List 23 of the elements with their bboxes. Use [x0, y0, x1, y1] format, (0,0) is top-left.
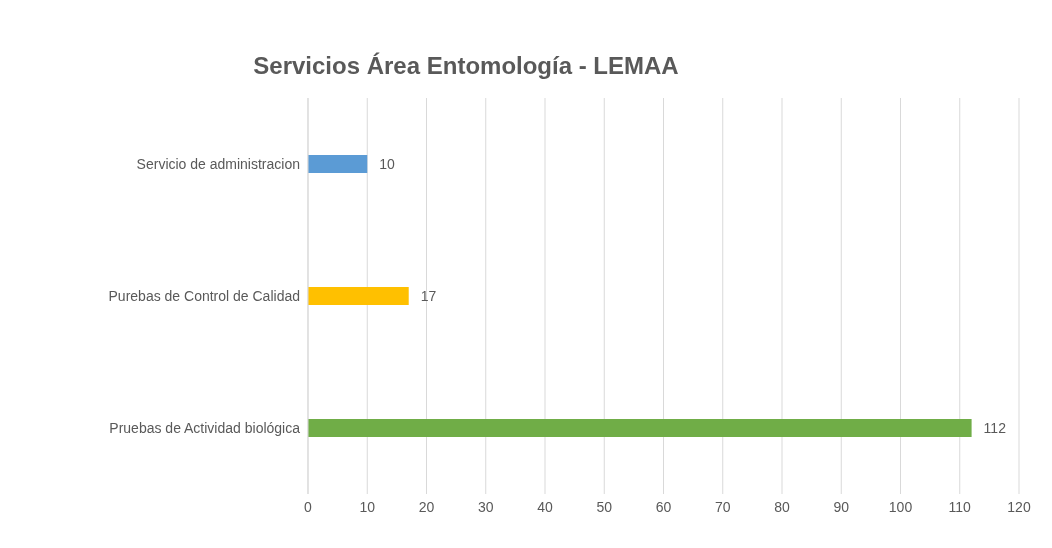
x-tick-label: 80 [774, 498, 790, 515]
y-tick-label: Purebas de Control de Calidad [108, 287, 300, 304]
bar [308, 287, 409, 305]
x-tick-label: 0 [304, 498, 313, 515]
x-tick-label: 110 [948, 498, 972, 515]
x-tick-label: 20 [418, 498, 435, 515]
x-tick-label: 60 [655, 498, 672, 515]
x-tick-label: 50 [596, 498, 613, 515]
data-label: 112 [983, 419, 1007, 436]
x-tick-label: 70 [714, 498, 731, 515]
chart-title: Servicios Área Entomología - LEMAA [252, 51, 680, 81]
data-label: 17 [420, 287, 437, 304]
data-label: 10 [379, 155, 396, 172]
y-tick-label: Servicio de administracion [136, 155, 300, 172]
x-tick-label: 40 [537, 498, 553, 515]
bar [308, 419, 972, 437]
x-tick-label: 120 [1007, 498, 1031, 515]
x-tick-label: 10 [359, 498, 376, 515]
x-tick-label: 30 [477, 498, 494, 515]
x-tick-label: 100 [888, 498, 913, 515]
x-tick-label: 90 [833, 498, 850, 515]
bar [308, 155, 368, 173]
y-tick-label: Pruebas de Actividad biológica [109, 419, 301, 436]
